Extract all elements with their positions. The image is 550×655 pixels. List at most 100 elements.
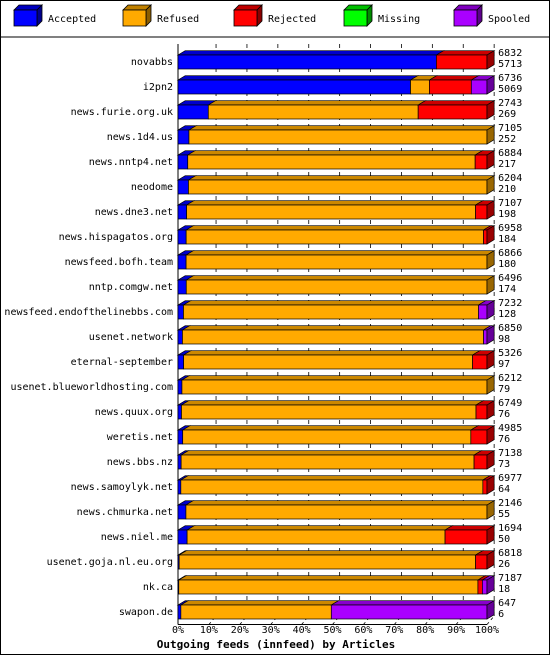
- bar-segment-rejected: [429, 79, 472, 95]
- bar-segment-rejected: [470, 429, 488, 445]
- bar-segment-top: [207, 100, 427, 106]
- value-label-offered: 4985: [498, 423, 522, 434]
- value-label-offered: 6749: [498, 398, 522, 409]
- bar-end-face: [486, 475, 495, 495]
- value-label-accepted: 6: [498, 609, 504, 620]
- bar-segment-top: [428, 75, 480, 81]
- category-label: news.hispagatos.org: [59, 232, 173, 243]
- value-label-offered: 6884: [498, 148, 522, 159]
- value-label-accepted: 73: [498, 459, 510, 470]
- bar-segment-accepted: [177, 479, 182, 495]
- bar-end-face: [486, 250, 495, 270]
- bar-segment-top: [179, 475, 492, 481]
- grid-line-foot: [301, 615, 310, 625]
- bar-segment-top: [179, 600, 340, 606]
- bar-segment-refused: [178, 554, 476, 570]
- value-label-accepted: 252: [498, 134, 516, 145]
- legend-label: Refused: [157, 14, 199, 25]
- bar-segment-accepted: [177, 504, 187, 520]
- bar-segment-rejected: [444, 529, 488, 545]
- bar-segment-accepted: [177, 379, 183, 395]
- value-label-accepted: 198: [498, 209, 516, 220]
- bar-segment-accepted: [177, 454, 182, 470]
- legend-item: Rejected: [233, 4, 316, 27]
- bar-segment-rejected: [472, 354, 488, 370]
- bar-segment-top: [187, 175, 496, 181]
- legend-label: Missing: [378, 14, 420, 25]
- bar-segment-rejected: [436, 54, 488, 70]
- bar-end-face: [486, 575, 495, 595]
- grid-line-foot: [208, 615, 217, 625]
- bar-segment-spooled: [330, 604, 488, 620]
- x-tick-label: 50%: [323, 625, 341, 636]
- bar-segment-accepted: [177, 54, 437, 70]
- bar-end-face: [486, 600, 495, 620]
- bar-segment-top: [443, 525, 496, 531]
- bar-end-face: [486, 500, 495, 520]
- value-label-accepted: 76: [498, 409, 510, 420]
- category-label: newsfeed.endofthelinebbs.com: [4, 307, 173, 318]
- legend-swatch: [233, 9, 258, 27]
- grid-line-foot: [239, 615, 248, 625]
- legend-label: Rejected: [268, 14, 316, 25]
- bar-segment-refused: [185, 254, 488, 270]
- grid-line-foot: [455, 615, 464, 625]
- bar-end-face: [486, 225, 495, 245]
- value-label-offered: 7138: [498, 448, 522, 459]
- bar-end-face: [486, 450, 495, 470]
- bar-segment-refused: [180, 479, 484, 495]
- category-label: news.quux.org: [95, 407, 173, 418]
- category-label: novabbs: [131, 57, 173, 68]
- category-label: news.niel.me: [101, 532, 173, 543]
- bar-segment-top: [181, 425, 480, 431]
- bar-segment-refused: [185, 504, 488, 520]
- x-tick-label: 80%: [416, 625, 434, 636]
- value-label-accepted: 180: [498, 259, 516, 270]
- category-label: i2pn2: [143, 82, 173, 93]
- bar-segment-accepted: [177, 179, 189, 195]
- bar-segment-top: [185, 525, 454, 531]
- bar-segment-refused: [185, 229, 484, 245]
- bar-segment-rejected: [483, 229, 488, 245]
- bar-segment-refused: [410, 79, 430, 95]
- x-tick-label: 60%: [354, 625, 372, 636]
- bar-segment-refused: [182, 429, 472, 445]
- bar-segment-refused: [187, 154, 476, 170]
- value-label-offered: 5326: [498, 348, 522, 359]
- bar-end-face: [486, 175, 495, 195]
- bar-segment-accepted: [177, 354, 184, 370]
- bar-segment-spooled: [482, 579, 488, 595]
- bar-end-face: [486, 75, 495, 95]
- bar-segment-refused: [181, 404, 477, 420]
- value-label-accepted: 18: [498, 584, 510, 595]
- category-label: nntp.comgw.net: [89, 282, 173, 293]
- bar-segment-top: [435, 50, 496, 56]
- category-labels: novabbs i2pn2 news.furie.org.uk news.1d4.us…: [4, 57, 173, 618]
- bar-segment-top: [180, 400, 485, 406]
- bar-segment-rejected: [474, 154, 488, 170]
- grid-line-foot: [363, 615, 371, 625]
- value-label-accepted: 217: [498, 159, 516, 170]
- value-label-accepted: 97: [498, 359, 510, 370]
- bar-segment-top: [182, 300, 487, 306]
- category-label: newsfeed.bofh.team: [65, 257, 173, 268]
- value-label-offered: 7105: [498, 123, 522, 134]
- legend-swatch: [13, 9, 38, 27]
- x-tick-label: 40%: [293, 625, 311, 636]
- bar-segment-accepted: [177, 104, 209, 120]
- grid-line-foot: [270, 615, 279, 625]
- category-label: news.chmurka.net: [77, 507, 173, 518]
- bar-segment-accepted: [177, 229, 187, 245]
- bar-end-face: [486, 325, 495, 345]
- bar-segment-rejected: [417, 104, 488, 120]
- bar-segment-top: [176, 50, 445, 56]
- bar-segment-refused: [185, 279, 488, 295]
